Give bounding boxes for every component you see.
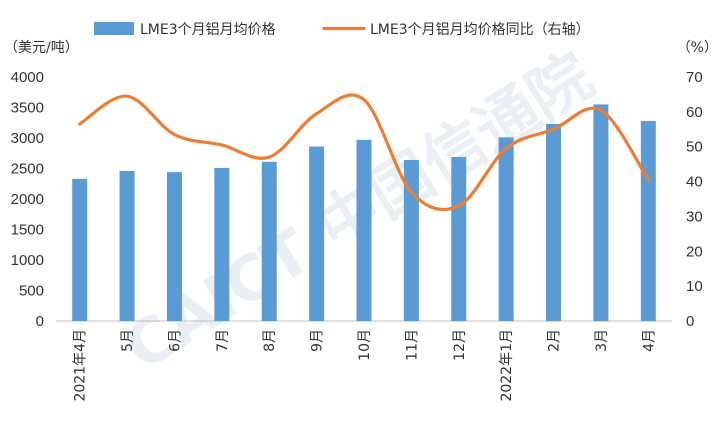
legend-line-label: LME3个月铝月均价格同比（右轴） [370, 22, 590, 38]
left-axis-tick-2: 1000 [11, 252, 44, 269]
x-tick-4: 8月 [262, 329, 278, 352]
x-tick-0: 2021年4月 [73, 329, 89, 402]
x-tick-2: 6月 [167, 329, 183, 352]
left-axis-tick-8: 4000 [11, 69, 44, 86]
left-axis-tick-4: 2000 [11, 191, 44, 208]
left-axis-tick-6: 3000 [11, 130, 44, 147]
right-axis-unit: （%） [677, 40, 718, 56]
right-axis-tick-0: 0 [686, 313, 694, 330]
right-axis-tick-1: 10 [686, 278, 703, 295]
bar-4 [261, 161, 277, 321]
right-axis-tick-6: 60 [686, 104, 703, 121]
legend-bar-swatch [94, 22, 134, 35]
x-tick-12: 4月 [641, 329, 657, 352]
bar-series [72, 104, 656, 321]
legend: LME3个月铝月均价格 LME3个月铝月均价格同比（右轴） [94, 22, 590, 38]
bar-3 [214, 167, 230, 321]
bar-1 [119, 170, 135, 321]
line-series [78, 93, 650, 212]
bar-7 [403, 159, 419, 321]
bar-9 [498, 137, 514, 321]
x-tick-3: 7月 [215, 329, 231, 352]
right-axis-tick-4: 40 [686, 174, 703, 191]
x-tick-8: 12月 [452, 329, 468, 361]
x-tick-9: 2022年1月 [499, 329, 515, 402]
left-axis-tick-7: 3500 [11, 100, 44, 117]
left-axis-unit: （美元/吨） [4, 40, 79, 56]
bar-11 [593, 104, 609, 321]
right-axis-tick-5: 50 [686, 139, 703, 156]
bar-8 [451, 156, 467, 321]
line-path [78, 93, 650, 212]
x-tick-10: 2月 [547, 329, 563, 352]
bar-12 [640, 120, 656, 321]
axes: （美元/吨） （%） 05001000150020002500300035004… [4, 40, 718, 330]
bar-6 [356, 139, 372, 321]
right-axis-tick-7: 70 [686, 69, 703, 86]
x-tick-7: 11月 [404, 329, 420, 361]
x-axis-labels: 2021年4月 5月 6月 7月 8月 9月 10月 11月 12月 2022年1月 2月 3月 4月 [73, 329, 658, 402]
left-axis-tick-0: 0 [36, 313, 44, 330]
x-tick-5: 9月 [310, 329, 326, 352]
x-tick-6: 10月 [357, 329, 373, 361]
right-axis-tick-2: 20 [686, 243, 703, 260]
bar-2 [166, 172, 182, 321]
bar-0 [72, 178, 88, 321]
left-axis-tick-3: 1500 [11, 222, 44, 239]
x-tick-1: 5月 [120, 329, 136, 352]
x-tick-11: 3月 [594, 329, 610, 352]
bar-10 [546, 123, 562, 321]
legend-bar-label: LME3个月铝月均价格 [140, 22, 276, 38]
right-axis-tick-3: 30 [686, 208, 703, 225]
bar-5 [309, 146, 325, 321]
left-axis-tick-5: 2500 [11, 161, 44, 178]
left-axis-tick-1: 500 [19, 283, 44, 300]
